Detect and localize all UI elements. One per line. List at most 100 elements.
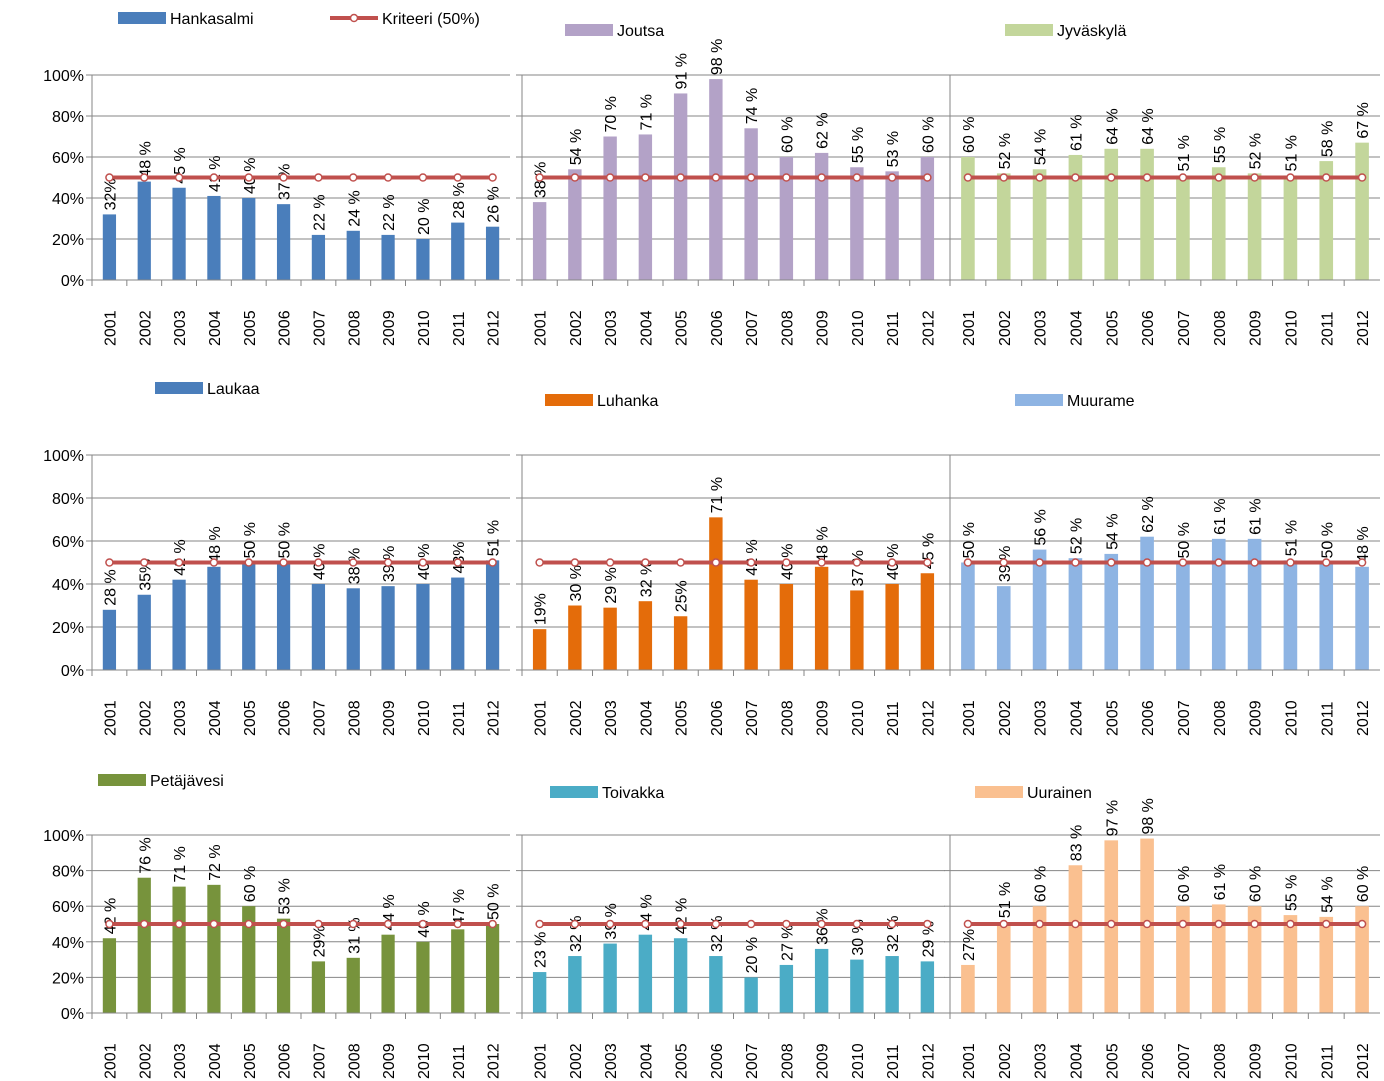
criterion-marker <box>279 919 288 929</box>
criterion-marker <box>999 919 1008 929</box>
x-tick-label: 2001 <box>533 310 550 346</box>
bar <box>381 234 395 280</box>
x-tick-label: 2002 <box>997 310 1014 346</box>
x-tick-label: 2008 <box>346 310 363 346</box>
y-tick-label: 100% <box>43 448 84 465</box>
criterion-marker <box>1107 919 1116 929</box>
criterion-marker <box>817 173 826 182</box>
x-tick-label: 2001 <box>102 310 119 346</box>
bar <box>485 560 500 670</box>
bar <box>532 202 547 280</box>
legend-swatch <box>565 24 613 36</box>
criterion-marker <box>782 558 791 567</box>
criterion-marker <box>1071 919 1080 929</box>
criterion-marker <box>676 558 685 567</box>
bar <box>381 586 395 670</box>
value-label: 76 % <box>137 837 154 873</box>
criterion-marker <box>453 919 462 929</box>
x-tick-label: 2006 <box>1140 310 1157 346</box>
value-label: 51 % <box>997 882 1014 918</box>
x-tick-label: 2010 <box>850 1043 867 1079</box>
x-tick-label: 2007 <box>1176 1043 1193 1079</box>
bar <box>1211 904 1226 1013</box>
value-label: 58 % <box>1319 121 1336 157</box>
criterion-marker <box>570 919 580 929</box>
x-tick-label: 2004 <box>1068 310 1085 346</box>
bar <box>311 961 326 1013</box>
criterion-marker <box>244 173 253 182</box>
criterion-marker <box>535 919 544 929</box>
criterion-marker <box>1142 919 1152 929</box>
criterion-marker <box>1322 558 1331 567</box>
criterion-marker <box>1214 173 1223 182</box>
value-label: 98 % <box>709 39 726 75</box>
value-label: 62 % <box>815 112 832 148</box>
y-tick-label: 40% <box>52 935 84 952</box>
value-label: 48 % <box>137 141 154 177</box>
x-tick-label: 2006 <box>709 310 726 346</box>
x-tick-label: 2006 <box>1140 700 1157 736</box>
criterion-marker <box>174 558 184 567</box>
bar <box>996 586 1011 670</box>
x-tick-label: 2008 <box>1212 700 1229 736</box>
value-label: 48 % <box>207 526 224 562</box>
value-label: 60 % <box>242 866 259 902</box>
x-tick-label: 2011 <box>885 701 902 736</box>
criterion-marker <box>711 173 721 182</box>
bar <box>885 956 899 1013</box>
x-tick-label: 2006 <box>709 700 726 736</box>
criterion-marker <box>999 558 1008 567</box>
criterion-marker <box>383 558 393 567</box>
criterion-marker <box>817 919 826 929</box>
x-tick-label: 2007 <box>311 700 328 736</box>
legend-swatch <box>1005 24 1053 36</box>
criterion-marker <box>887 919 897 929</box>
x-tick-label: 2003 <box>603 310 620 346</box>
bar <box>961 157 975 280</box>
x-tick-label: 2002 <box>137 310 154 346</box>
bar <box>1319 916 1334 1013</box>
criterion-marker <box>852 558 862 567</box>
x-tick-label: 2002 <box>137 1043 154 1079</box>
bar <box>1211 167 1226 280</box>
x-tick-label: 2008 <box>1212 310 1229 346</box>
value-label: 60 % <box>1033 866 1050 902</box>
bar <box>532 629 547 670</box>
legend-label: Kriteeri (50%) <box>382 11 480 28</box>
criterion-marker <box>1178 558 1188 567</box>
bar <box>709 517 723 670</box>
value-label: 50 % <box>277 522 294 558</box>
value-label: 91 % <box>674 53 691 89</box>
criterion-marker <box>570 558 580 567</box>
bar <box>638 934 653 1013</box>
x-tick-label: 2004 <box>638 700 655 736</box>
x-tick-label: 2005 <box>1104 1043 1121 1079</box>
bar <box>1283 560 1298 670</box>
bar <box>673 93 688 280</box>
value-label: 27% <box>961 929 978 961</box>
value-label: 71 % <box>172 846 189 882</box>
criterion-marker <box>349 558 358 567</box>
value-label: 30 % <box>568 565 585 601</box>
x-tick-label: 2002 <box>997 1043 1014 1079</box>
value-label: 28 % <box>451 182 468 218</box>
y-tick-label: 60% <box>52 899 84 916</box>
x-tick-label: 2004 <box>638 1043 655 1079</box>
bar <box>311 234 326 280</box>
value-label: 23 % <box>533 932 550 968</box>
x-tick-label: 2004 <box>207 700 224 736</box>
value-label: 60 % <box>961 117 978 153</box>
x-tick-label: 2002 <box>997 700 1014 736</box>
bar <box>850 167 864 280</box>
value-label: 70 % <box>603 96 620 132</box>
bar <box>996 173 1011 280</box>
value-label: 54 % <box>1104 513 1121 549</box>
bar <box>381 934 395 1013</box>
value-label: 51 % <box>1283 135 1300 171</box>
legend-label: Jyväskylä <box>1057 23 1126 40</box>
x-tick-label: 2011 <box>885 1044 902 1079</box>
value-label: 32% <box>102 178 119 210</box>
y-tick-label: 0% <box>61 1006 84 1023</box>
x-tick-label: 2001 <box>533 1043 550 1079</box>
x-tick-label: 2003 <box>1033 1043 1050 1079</box>
